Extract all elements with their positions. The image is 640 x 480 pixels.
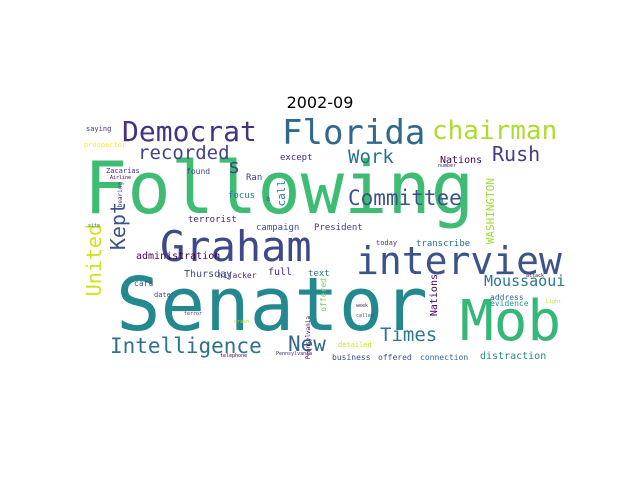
word-pennsylvania: Pennsylvania <box>276 351 313 357</box>
word-hijacker: hijacker <box>218 271 257 280</box>
word-zacarias: Zacarias <box>106 167 140 175</box>
word-following: Following <box>84 146 475 230</box>
word-times: Times <box>380 324 438 346</box>
word-administration: distraction <box>480 351 547 362</box>
word-interview: interview <box>356 239 562 283</box>
word-business: business <box>332 353 371 362</box>
word-address: address <box>490 293 524 302</box>
word-week: week <box>356 303 369 309</box>
word-federal: call <box>275 180 288 207</box>
word-detailed: detailed <box>338 341 372 349</box>
chart-title: 2002-09 <box>286 93 354 112</box>
word-chairman: chairman <box>432 116 558 146</box>
word-kept: Kept <box>106 202 130 251</box>
word-florida: Florida <box>282 116 426 153</box>
word-saying: saying <box>86 125 112 133</box>
word-bearing: bearing <box>117 182 124 208</box>
word-intelligence: Intelligence <box>110 334 262 358</box>
word-graham: Graham <box>160 222 312 271</box>
word-s: s <box>228 154 241 178</box>
word-called: called <box>356 313 375 319</box>
word-democrat: Democrat <box>122 116 257 148</box>
word-number: number <box>438 163 457 169</box>
word-date: date <box>154 291 171 299</box>
word-moussaoui: Moussaoui <box>484 272 566 290</box>
word-a-accent: á <box>266 195 271 203</box>
word-found: found <box>186 167 211 176</box>
word-today: today <box>376 239 398 247</box>
word-rush: recorded <box>138 142 230 164</box>
word-united: Work <box>348 146 394 168</box>
word-investigator: offered <box>319 278 328 312</box>
word-nations: Nations <box>440 155 483 166</box>
word-focus: focus <box>228 191 256 201</box>
word-recorded: Committee <box>348 186 462 210</box>
word-terror: terror <box>184 311 203 317</box>
word-light: Light <box>546 299 562 305</box>
word-attack: attack <box>526 273 545 279</box>
word-call: full <box>268 267 293 278</box>
word-airline: Airline <box>110 175 132 181</box>
word-campaign: campaign <box>256 223 300 233</box>
word-washington: Nations <box>429 274 440 317</box>
word-ran: Ran <box>246 173 263 183</box>
word-prospector: prospector <box>84 141 127 149</box>
word-thursday: administration <box>136 251 221 262</box>
word-senator: Senator <box>116 262 428 348</box>
word-except: except <box>280 153 313 163</box>
word-cloud: Following Senator Mob Graham interview F… <box>80 116 576 364</box>
word-new: New <box>288 332 326 356</box>
word-president: President <box>314 223 363 233</box>
word-text: text <box>308 269 330 279</box>
word-site: site <box>88 223 101 229</box>
word-connection: connection <box>420 353 469 362</box>
word-crash: crash <box>234 319 250 325</box>
word-card: card <box>134 279 154 288</box>
word-work: Rush <box>492 142 541 166</box>
word-distraction: WASHINGTON <box>484 178 497 245</box>
word-committee: United <box>82 224 106 297</box>
word-mob: Mob <box>460 289 562 354</box>
word-transcribe: transcribe <box>416 239 471 249</box>
word-terrorist: terrorist <box>188 215 237 225</box>
word-evidence: evidence <box>490 299 529 308</box>
word-telephone: telephone <box>220 353 248 359</box>
word-offered: offered <box>378 353 412 362</box>
word-full: Thursday <box>184 269 233 280</box>
